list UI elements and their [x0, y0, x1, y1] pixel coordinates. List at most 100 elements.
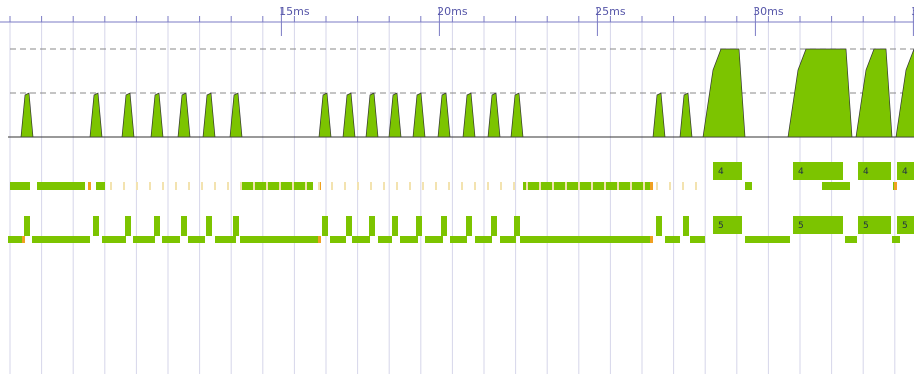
task-bar [690, 236, 705, 243]
labelled-block [897, 162, 914, 180]
task-bump [392, 216, 398, 236]
tick-mark [149, 182, 151, 190]
task-bar [892, 236, 900, 243]
task-bar [96, 182, 105, 190]
labelled-block [858, 162, 891, 180]
task-bar [378, 236, 392, 243]
tick-mark [526, 182, 528, 190]
tick-mark [175, 182, 177, 190]
plateau [787, 48, 853, 138]
tick-mark [539, 182, 541, 190]
ruler-label: 30ms [753, 5, 784, 18]
task-bump [416, 216, 422, 236]
tick-mark [279, 182, 281, 190]
task-bump [369, 216, 375, 236]
tick-mark [630, 182, 632, 190]
task-bump [466, 216, 472, 236]
task-marker [894, 182, 897, 190]
task-bump [491, 216, 497, 236]
peak [510, 92, 524, 138]
tick-mark [253, 182, 255, 190]
tick-mark [695, 182, 697, 190]
task-bar [241, 182, 313, 190]
ruler-label: 25ms [595, 5, 626, 18]
tick-mark [409, 182, 411, 190]
tick-mark [214, 182, 216, 190]
block-label: 4 [718, 167, 724, 177]
tick-mark [240, 182, 242, 190]
tick-mark [292, 182, 294, 190]
task-bump [154, 216, 160, 236]
task-bump [683, 216, 689, 236]
tick-mark [643, 182, 645, 190]
peak [150, 92, 164, 138]
task-bar [215, 236, 236, 243]
peak [437, 92, 451, 138]
tracks: 4 4 4 4 5 5 5 5 [8, 162, 914, 243]
peak [121, 92, 135, 138]
tick-mark [305, 182, 307, 190]
peak [462, 92, 476, 138]
tick-mark [331, 182, 333, 190]
block-label: 5 [902, 221, 908, 231]
task-bar [520, 236, 650, 243]
task-marker [22, 236, 25, 243]
labelled-block [793, 162, 843, 180]
task-bar [162, 236, 180, 243]
block-label: 4 [798, 167, 804, 177]
tick-mark [110, 182, 112, 190]
tick-mark [435, 182, 437, 190]
peak [487, 92, 501, 138]
task-bar [102, 236, 126, 243]
grid: 15ms 20ms 25ms 30ms 35ms [9, 5, 914, 374]
task-bar [400, 236, 418, 243]
peak [177, 92, 191, 138]
task-bump [441, 216, 447, 236]
tick-mark [370, 182, 372, 190]
plateau [702, 48, 746, 138]
task-bar [845, 182, 850, 190]
task-bar [745, 236, 790, 243]
peak [652, 92, 666, 138]
tick-mark [227, 182, 229, 190]
tick-mark [578, 182, 580, 190]
task-marker [650, 236, 653, 243]
peak [229, 92, 243, 138]
task-bar [450, 236, 467, 243]
tick-mark [136, 182, 138, 190]
task-bar [10, 182, 30, 190]
labelled-block [793, 216, 843, 234]
task-bar [475, 236, 492, 243]
tick-mark [188, 182, 190, 190]
peak [365, 92, 379, 138]
task-marker [650, 182, 653, 190]
graph [8, 48, 914, 138]
task-bar [133, 236, 155, 243]
tick-mark [513, 182, 515, 190]
block-label: 5 [798, 221, 804, 231]
tick-mark [487, 182, 489, 190]
task-bar [822, 182, 845, 190]
task-bar [240, 236, 318, 243]
task-bump [346, 216, 352, 236]
peak [20, 92, 34, 138]
task-bar [500, 236, 516, 243]
task-bar [8, 236, 22, 243]
task-bar [425, 236, 443, 243]
tick-mark [461, 182, 463, 190]
block-label: 5 [718, 221, 724, 231]
tick-mark [617, 182, 619, 190]
task-bump [656, 216, 662, 236]
task-bar [523, 182, 650, 190]
plateau [895, 48, 914, 138]
task-bar [665, 236, 680, 243]
task-marker [88, 182, 91, 190]
tick-mark [396, 182, 398, 190]
task-bar [352, 236, 370, 243]
tick-mark [448, 182, 450, 190]
ruler-label: 20ms [437, 5, 468, 18]
peak [679, 92, 693, 138]
tick-mark [266, 182, 268, 190]
